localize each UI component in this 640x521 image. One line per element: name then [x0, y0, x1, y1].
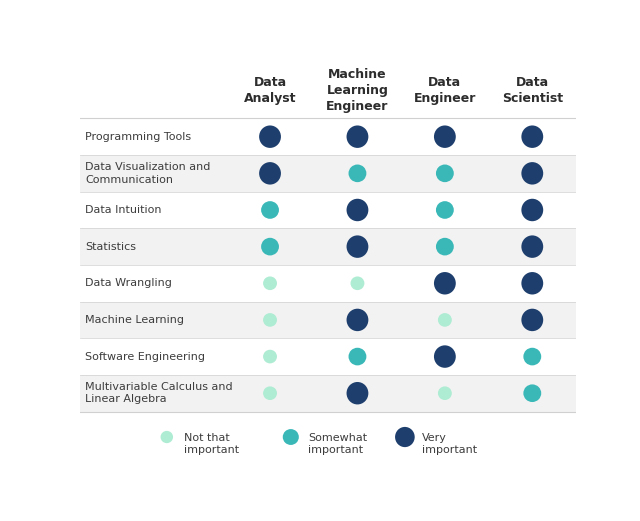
Ellipse shape: [283, 429, 299, 445]
Text: Software Engineering: Software Engineering: [85, 352, 205, 362]
Ellipse shape: [524, 384, 541, 402]
Text: Very
important: Very important: [422, 433, 477, 455]
Bar: [80, 375, 576, 412]
Text: Data
Analyst: Data Analyst: [244, 76, 296, 105]
Text: Programming Tools: Programming Tools: [85, 132, 191, 142]
Ellipse shape: [351, 277, 364, 290]
Text: Data
Scientist: Data Scientist: [502, 76, 563, 105]
Ellipse shape: [434, 272, 456, 294]
Ellipse shape: [522, 199, 543, 221]
Ellipse shape: [346, 235, 369, 258]
Text: Not that
important: Not that important: [184, 433, 239, 455]
Ellipse shape: [524, 348, 541, 365]
Ellipse shape: [259, 126, 281, 148]
Ellipse shape: [259, 162, 281, 184]
Ellipse shape: [346, 308, 369, 331]
Ellipse shape: [263, 350, 277, 363]
Ellipse shape: [263, 313, 277, 327]
Text: Data Wrangling: Data Wrangling: [85, 278, 172, 288]
Ellipse shape: [161, 431, 173, 443]
Text: Multivariable Calculus and
Linear Algebra: Multivariable Calculus and Linear Algebr…: [85, 382, 232, 404]
Text: Data Intuition: Data Intuition: [85, 205, 161, 215]
Text: Statistics: Statistics: [85, 242, 136, 252]
Ellipse shape: [349, 348, 366, 365]
Ellipse shape: [436, 165, 454, 182]
Ellipse shape: [438, 387, 452, 400]
Ellipse shape: [522, 308, 543, 331]
Ellipse shape: [434, 345, 456, 368]
Bar: [80, 228, 576, 265]
Ellipse shape: [346, 126, 369, 148]
Ellipse shape: [263, 387, 277, 400]
Ellipse shape: [522, 126, 543, 148]
Ellipse shape: [522, 235, 543, 258]
Ellipse shape: [434, 126, 456, 148]
Ellipse shape: [261, 201, 279, 219]
Text: Somewhat
important: Somewhat important: [308, 433, 367, 455]
Ellipse shape: [522, 272, 543, 294]
Text: Data
Engineer: Data Engineer: [413, 76, 476, 105]
Ellipse shape: [436, 238, 454, 255]
Text: Data Visualization and
Communication: Data Visualization and Communication: [85, 162, 211, 184]
Ellipse shape: [261, 238, 279, 255]
Ellipse shape: [522, 162, 543, 184]
Ellipse shape: [346, 199, 369, 221]
Bar: [80, 155, 576, 192]
Ellipse shape: [436, 201, 454, 219]
Ellipse shape: [438, 313, 452, 327]
Ellipse shape: [395, 427, 415, 447]
Ellipse shape: [346, 382, 369, 404]
Text: Machine
Learning
Engineer: Machine Learning Engineer: [326, 68, 388, 113]
Text: Machine Learning: Machine Learning: [85, 315, 184, 325]
Bar: [80, 302, 576, 338]
Ellipse shape: [349, 165, 366, 182]
Ellipse shape: [263, 277, 277, 290]
